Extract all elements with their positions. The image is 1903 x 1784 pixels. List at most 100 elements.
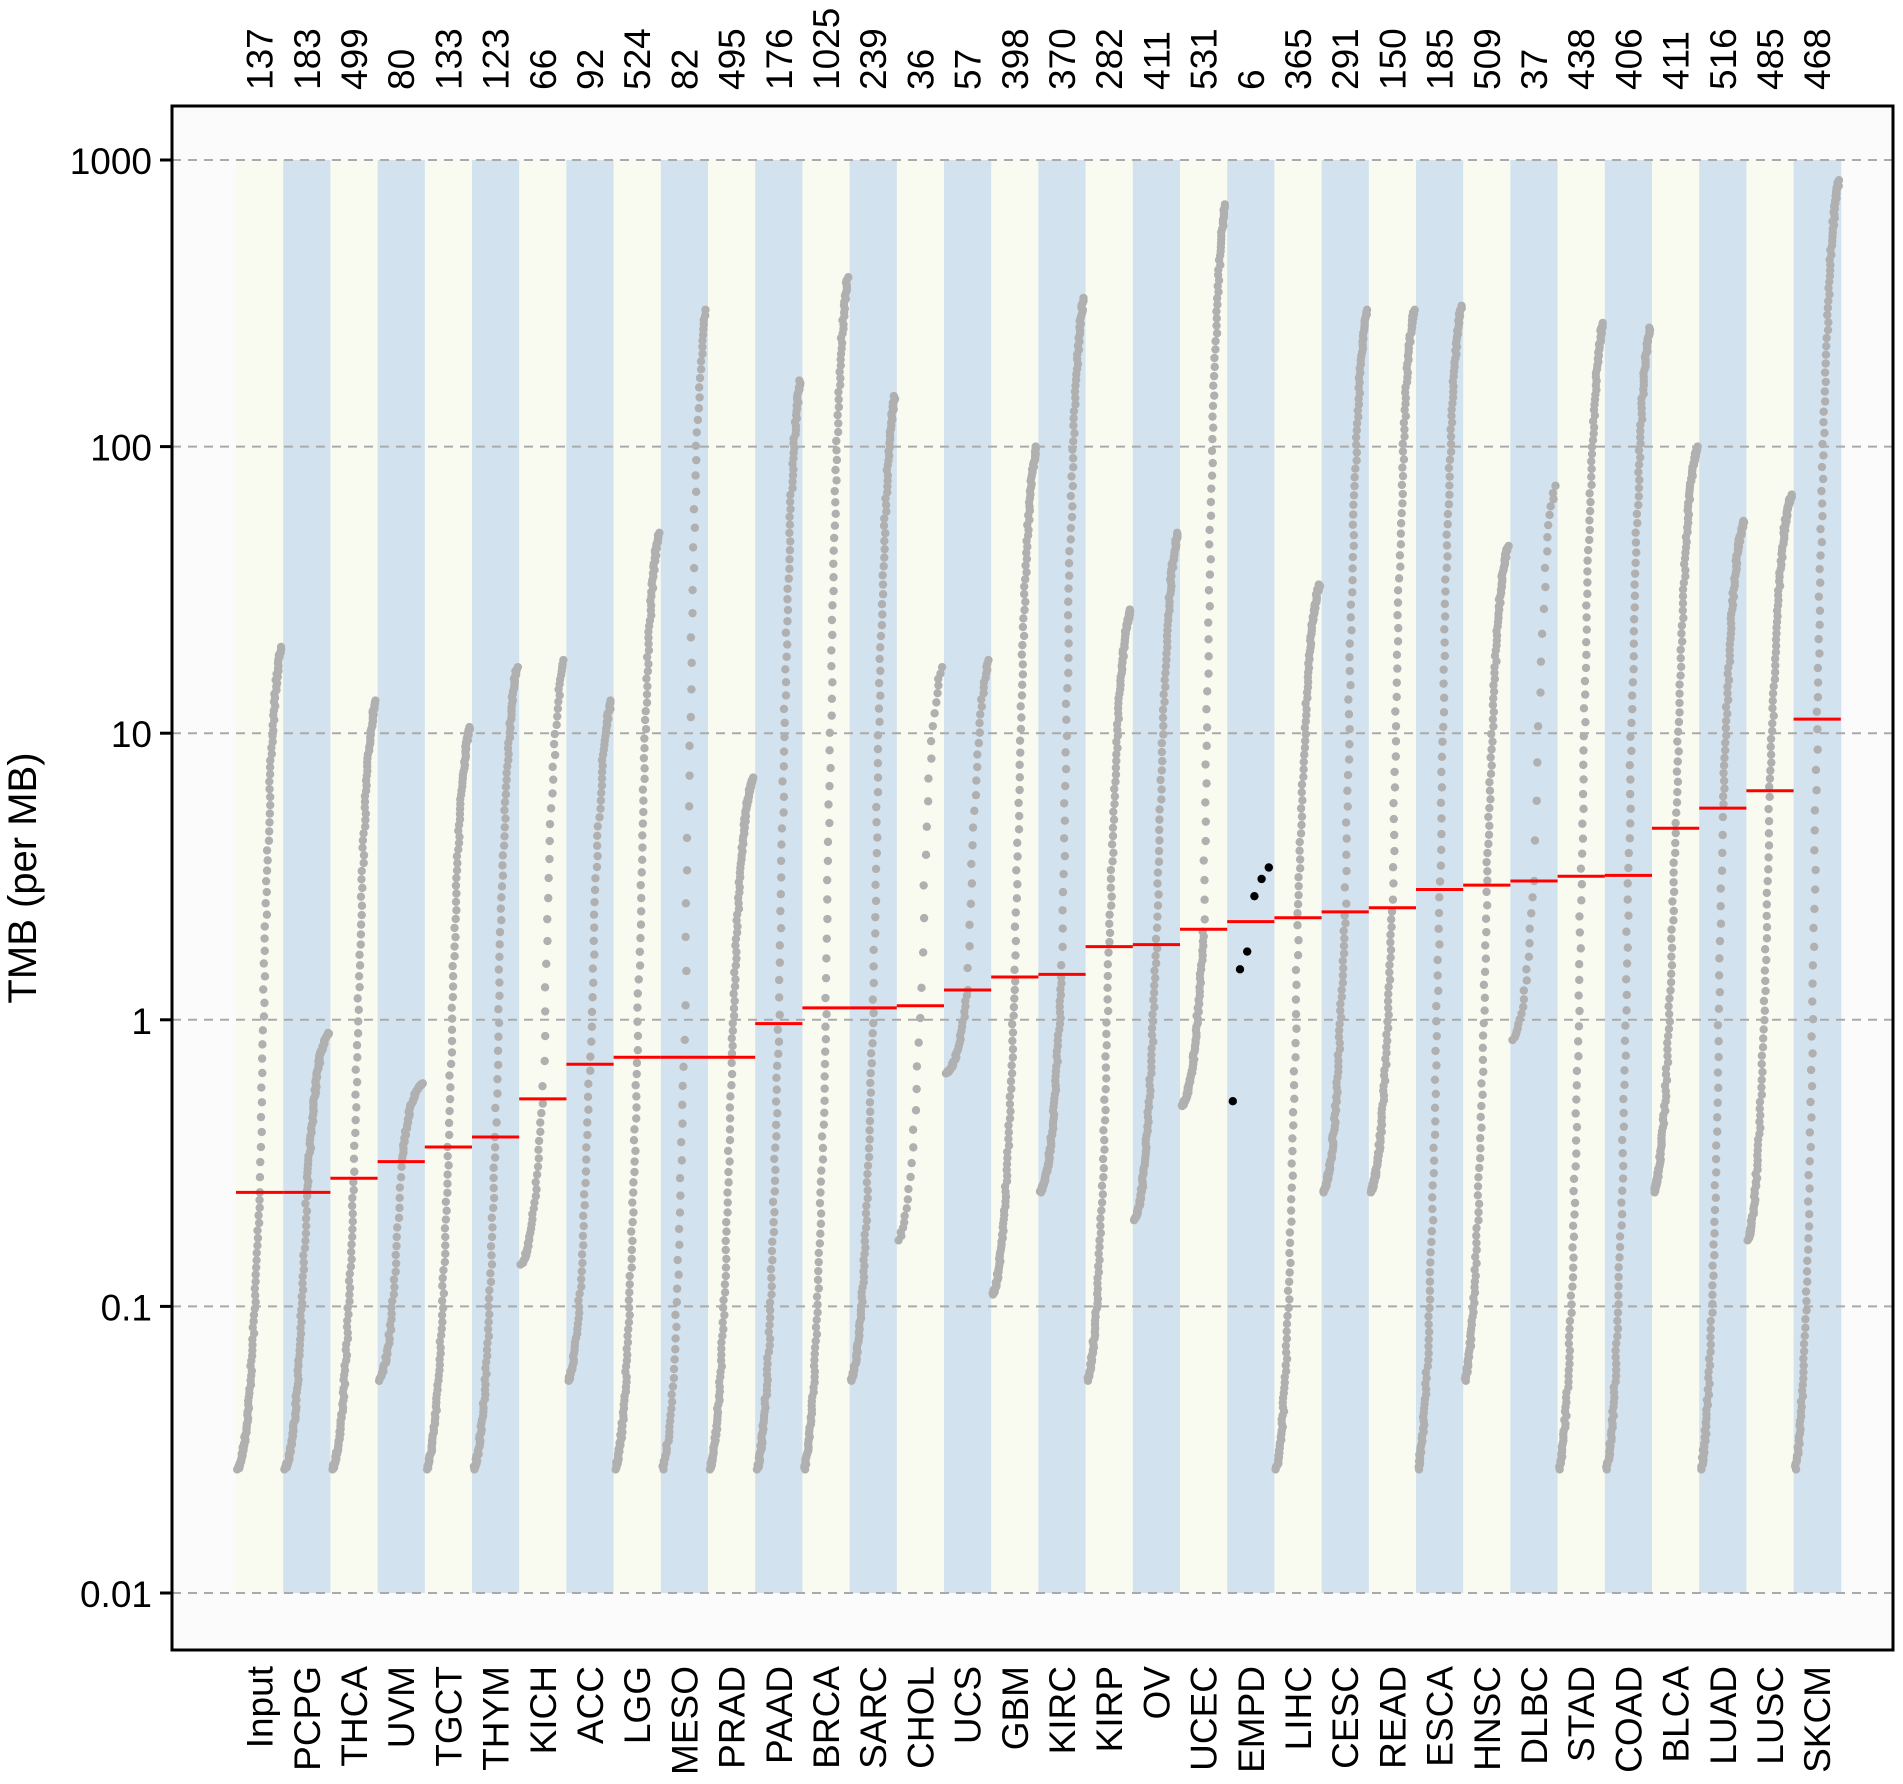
point-blca: [1667, 934, 1676, 943]
label-esca: ESCA: [1420, 1666, 1461, 1767]
point-empd: [1243, 947, 1252, 956]
point-dlbc: [1545, 510, 1554, 520]
point-skcm: [1824, 283, 1833, 293]
point-kirp: [1111, 770, 1121, 779]
point-thym: [495, 927, 505, 937]
point-stad: [1565, 1316, 1575, 1326]
point-kirp: [1108, 831, 1118, 841]
point-stad: [1579, 732, 1588, 741]
point-uvm: [395, 1193, 404, 1202]
label-meso: MESO: [664, 1666, 705, 1775]
point-skcm: [1805, 1184, 1814, 1193]
point-ov: [1161, 682, 1170, 692]
point-stad: [1580, 676, 1590, 686]
point-luad: [1716, 901, 1725, 911]
point-lihc: [1291, 965, 1301, 975]
point-paad: [765, 1334, 775, 1344]
point-hnsc: [1480, 967, 1490, 977]
point-thym: [484, 1294, 494, 1303]
point-sarc: [869, 945, 878, 955]
point-dlbc: [1543, 520, 1553, 530]
point-coad: [1613, 1324, 1623, 1333]
point-acc: [575, 1308, 584, 1318]
data-points: [232, 176, 1844, 1474]
point-read: [1384, 989, 1393, 999]
point-kirc: [1064, 584, 1073, 593]
point-blca: [1669, 887, 1679, 897]
point-cesc: [1339, 926, 1348, 936]
point-kich: [542, 959, 551, 969]
point-thca: [343, 1316, 352, 1325]
point-thca: [348, 1232, 357, 1242]
point-input: [249, 1317, 258, 1326]
point-input: [265, 784, 274, 794]
point-ov: [1147, 1030, 1157, 1040]
point-prad: [722, 1227, 731, 1236]
point-thym: [502, 768, 511, 778]
point-paad: [773, 1025, 783, 1034]
point-read: [1398, 447, 1408, 456]
point-esca: [1425, 1286, 1435, 1295]
point-ucs: [967, 859, 976, 869]
point-stad: [1568, 1221, 1578, 1231]
point-chol: [904, 1184, 913, 1194]
point-blca: [1673, 737, 1682, 746]
point-coad: [1619, 1161, 1628, 1171]
point-prad: [722, 1217, 731, 1227]
point-kirp: [1097, 1206, 1106, 1215]
point-thym: [484, 1317, 493, 1327]
point-paad: [768, 1237, 777, 1246]
point-lihc: [1297, 812, 1307, 821]
point-gbm: [1018, 660, 1028, 669]
point-esca: [1444, 500, 1454, 509]
point-luad: [1706, 1347, 1715, 1356]
point-paad: [774, 975, 784, 985]
point-thym: [504, 755, 513, 765]
point-input: [262, 866, 272, 875]
point-lihc: [1297, 820, 1306, 830]
point-hnsc: [1484, 812, 1493, 822]
point-thym: [493, 1074, 502, 1084]
point-hnsc: [1488, 700, 1498, 710]
point-gbm: [1010, 985, 1019, 995]
point-lgg: [633, 1045, 643, 1055]
point-sarc: [878, 590, 888, 599]
point-stad: [1578, 819, 1587, 828]
point-thca: [358, 836, 368, 845]
point-cesc: [1347, 626, 1356, 635]
point-kich: [549, 739, 559, 749]
point-meso: [688, 585, 697, 595]
point-kich: [531, 1177, 540, 1187]
point-meso: [678, 1081, 687, 1091]
stripe-thca: [330, 160, 379, 1593]
point-tgct: [446, 1083, 455, 1092]
point-prad: [732, 954, 741, 963]
point-skcm: [1807, 1113, 1816, 1122]
point-lgg: [642, 652, 652, 662]
point-coad: [1621, 975, 1631, 984]
point-lihc: [1289, 1121, 1298, 1130]
point-paad: [795, 376, 804, 385]
point-cesc: [1337, 992, 1346, 1002]
point-kirp: [1105, 937, 1114, 947]
point-prad: [717, 1350, 726, 1359]
point-kich: [548, 789, 557, 798]
point-brca: [816, 1209, 826, 1218]
stripe-thym: [472, 160, 520, 1593]
point-read: [1397, 480, 1407, 490]
point-prad: [724, 1167, 733, 1177]
point-gbm: [1009, 1011, 1018, 1020]
point-kirp: [1107, 892, 1116, 901]
point-ov: [1158, 713, 1168, 722]
point-ucs: [976, 710, 985, 719]
point-gbm: [1007, 1084, 1016, 1094]
point-blca: [1673, 787, 1682, 797]
point-hnsc: [1485, 778, 1494, 787]
point-paad: [765, 1298, 775, 1307]
point-lihc: [1289, 1067, 1299, 1076]
point-blca: [1677, 637, 1687, 646]
point-luad: [1704, 1373, 1713, 1383]
label-ucec: UCEC: [1184, 1666, 1225, 1771]
point-ov: [1157, 747, 1167, 757]
point-skcm: [1814, 634, 1823, 644]
